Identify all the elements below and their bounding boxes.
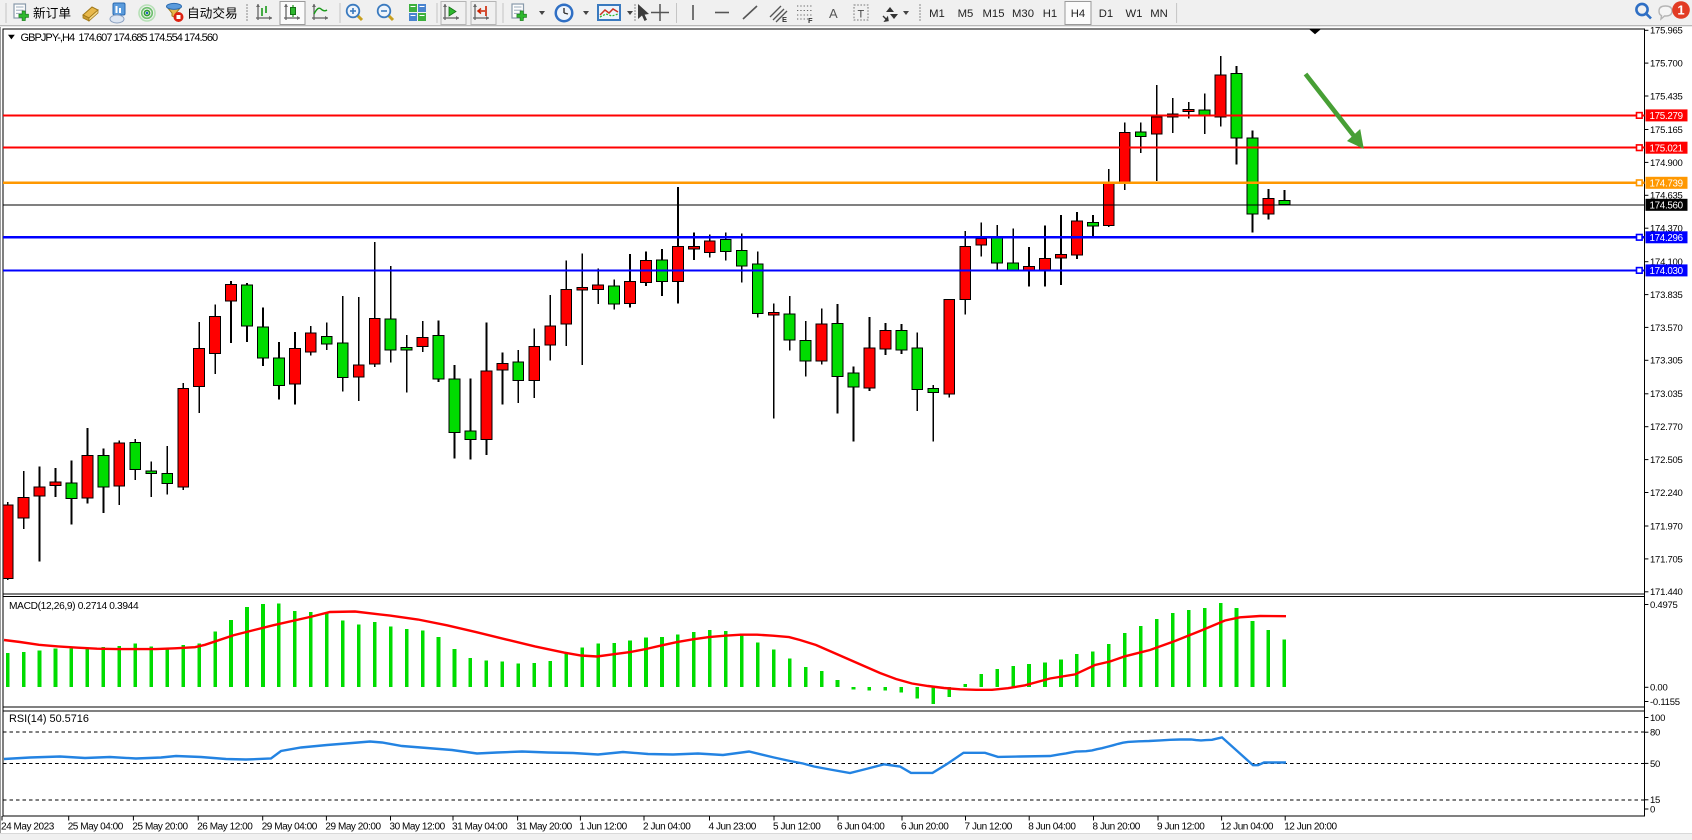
svg-text:MN: MN — [1150, 8, 1168, 20]
svg-text:4 Jun 23:00: 4 Jun 23:00 — [709, 822, 757, 833]
svg-text:31 May 20:00: 31 May 20:00 — [517, 822, 573, 833]
svg-text:GBPJPY-,H4 174.607 174.685 17: GBPJPY-,H4 174.607 174.685 174.554 174.5… — [21, 32, 218, 44]
svg-text:M5: M5 — [958, 8, 974, 20]
svg-text:5 Jun 12:00: 5 Jun 12:00 — [773, 822, 821, 833]
svg-text:173.835: 173.835 — [1650, 290, 1683, 301]
svg-text:T: T — [858, 9, 865, 21]
svg-text:-0.1155: -0.1155 — [1650, 697, 1680, 708]
svg-text:31 May 04:00: 31 May 04:00 — [452, 822, 508, 833]
svg-text:175.435: 175.435 — [1650, 91, 1683, 102]
svg-text:174.635: 174.635 — [1650, 191, 1683, 202]
svg-text:MACD(12,26,9) 0.2714 0.3944: MACD(12,26,9) 0.2714 0.3944 — [9, 601, 139, 612]
svg-text:173.035: 173.035 — [1650, 389, 1683, 400]
svg-text:8 Jun 20:00: 8 Jun 20:00 — [1093, 822, 1141, 833]
svg-text:172.505: 172.505 — [1650, 455, 1683, 466]
svg-text:H1: H1 — [1043, 8, 1057, 20]
svg-text:M30: M30 — [1012, 8, 1034, 20]
svg-text:171.440: 171.440 — [1650, 587, 1683, 598]
svg-text:9 Jun 12:00: 9 Jun 12:00 — [1157, 822, 1205, 833]
svg-text:175.165: 175.165 — [1650, 125, 1683, 136]
svg-text:M15: M15 — [983, 8, 1005, 20]
svg-text:174.100: 174.100 — [1650, 257, 1683, 268]
svg-text:A: A — [829, 6, 838, 21]
svg-text:W1: W1 — [1126, 8, 1143, 20]
svg-text:175.279: 175.279 — [1650, 111, 1683, 122]
svg-text:172.770: 172.770 — [1650, 422, 1683, 433]
svg-text:D1: D1 — [1099, 8, 1113, 20]
svg-text:0: 0 — [1650, 804, 1655, 815]
svg-text:26 May 12:00: 26 May 12:00 — [197, 822, 253, 833]
svg-text:1: 1 — [1677, 3, 1684, 18]
svg-text:171.970: 171.970 — [1650, 521, 1683, 532]
svg-text:175.965: 175.965 — [1650, 26, 1683, 37]
svg-text:29 May 20:00: 29 May 20:00 — [325, 822, 381, 833]
svg-text:171.705: 171.705 — [1650, 554, 1683, 565]
svg-text:174.030: 174.030 — [1650, 266, 1684, 277]
svg-text:100: 100 — [1650, 713, 1665, 724]
svg-text:6 Jun 20:00: 6 Jun 20:00 — [901, 822, 949, 833]
svg-text:24 May 2023: 24 May 2023 — [1, 822, 55, 833]
svg-text:50: 50 — [1650, 759, 1660, 770]
svg-text:0.4975: 0.4975 — [1650, 600, 1678, 611]
svg-text:F: F — [808, 16, 813, 25]
svg-text:2 Jun 04:00: 2 Jun 04:00 — [643, 822, 691, 833]
svg-text:174.296: 174.296 — [1650, 233, 1684, 244]
svg-text:8 Jun 04:00: 8 Jun 04:00 — [1028, 822, 1076, 833]
svg-text:自动交易: 自动交易 — [187, 6, 238, 21]
svg-text:175.021: 175.021 — [1650, 143, 1683, 154]
svg-text:173.305: 173.305 — [1650, 356, 1683, 367]
svg-text:30 May 12:00: 30 May 12:00 — [390, 822, 446, 833]
svg-text:174.739: 174.739 — [1650, 178, 1683, 189]
svg-text:172.240: 172.240 — [1650, 488, 1683, 499]
svg-text:29 May 04:00: 29 May 04:00 — [262, 822, 318, 833]
svg-text:25 May 04:00: 25 May 04:00 — [68, 822, 124, 833]
svg-text:RSI(14) 50.5716: RSI(14) 50.5716 — [9, 713, 89, 725]
svg-text:H4: H4 — [1071, 8, 1085, 20]
svg-text:15: 15 — [1650, 795, 1660, 806]
svg-text:80: 80 — [1650, 728, 1660, 739]
svg-text:25 May 20:00: 25 May 20:00 — [132, 822, 188, 833]
svg-text:E: E — [782, 15, 787, 24]
svg-text:174.900: 174.900 — [1650, 158, 1683, 169]
svg-text:0.00: 0.00 — [1650, 683, 1668, 694]
svg-text:新订单: 新订单 — [33, 6, 71, 21]
svg-text:7 Jun 12:00: 7 Jun 12:00 — [965, 822, 1013, 833]
svg-text:12 Jun 04:00: 12 Jun 04:00 — [1221, 822, 1274, 833]
svg-text:M1: M1 — [929, 8, 945, 20]
svg-text:12 Jun 20:00: 12 Jun 20:00 — [1284, 822, 1337, 833]
svg-text:174.370: 174.370 — [1650, 224, 1683, 235]
svg-text:175.700: 175.700 — [1650, 59, 1683, 70]
svg-text:6 Jun 04:00: 6 Jun 04:00 — [837, 822, 885, 833]
svg-text:174.560: 174.560 — [1650, 200, 1684, 211]
svg-text:1 Jun 12:00: 1 Jun 12:00 — [579, 822, 627, 833]
svg-text:173.570: 173.570 — [1650, 323, 1683, 334]
